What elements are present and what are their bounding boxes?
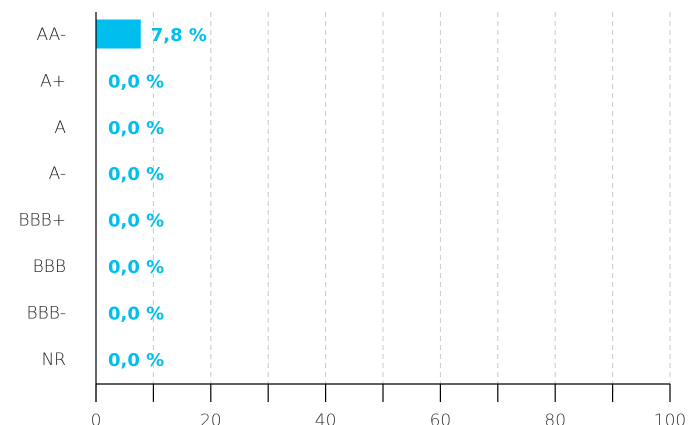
category-label: BBB- xyxy=(26,303,66,323)
category-label: A- xyxy=(49,164,66,184)
value-labels: 7,8 % 0,0 % 0,0 % 0,0 % 0,0 % 0,0 % 0,0 % 0,0 % xyxy=(108,25,207,371)
x-tick-label: 60 xyxy=(430,411,452,425)
data-label: 0,0 % xyxy=(108,118,164,139)
data-label: 7,8 % xyxy=(151,25,207,46)
x-tick-label: 80 xyxy=(544,411,566,425)
category-label: BBB+ xyxy=(18,211,66,231)
data-label: 0,0 % xyxy=(108,350,164,371)
x-tick-label: 20 xyxy=(200,411,222,425)
x-axis: 0 20 40 60 80 100 xyxy=(91,12,686,425)
category-label: AA- xyxy=(37,25,67,45)
bar xyxy=(96,19,141,49)
data-label: 0,0 % xyxy=(108,303,164,324)
data-label: 0,0 % xyxy=(108,164,164,185)
data-label: 0,0 % xyxy=(108,71,164,92)
x-tick-label: 40 xyxy=(315,411,337,425)
category-label: NR xyxy=(41,350,66,370)
data-label: 0,0 % xyxy=(108,257,164,278)
grid xyxy=(152,12,671,384)
category-label: A+ xyxy=(40,71,66,91)
category-label: A xyxy=(54,118,66,138)
bars xyxy=(96,19,141,49)
data-label: 0,0 % xyxy=(108,211,164,232)
x-tick-label: 0 xyxy=(91,411,102,425)
category-label: BBB xyxy=(33,257,66,277)
x-tick-label: 100 xyxy=(654,411,686,425)
